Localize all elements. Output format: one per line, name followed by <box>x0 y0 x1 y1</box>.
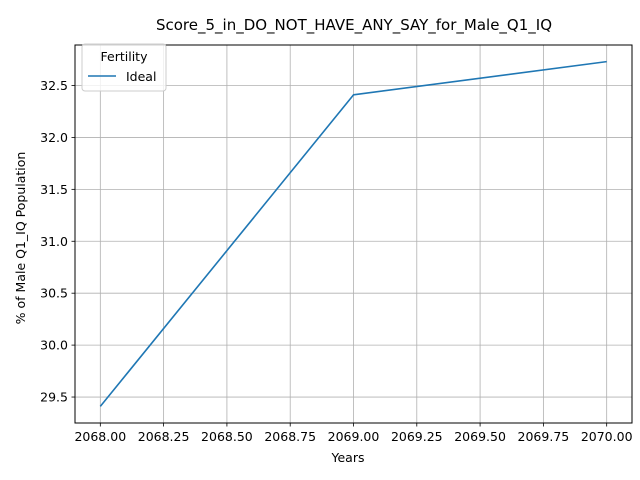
x-axis-ticks: 2068.00 2068.25 2068.50 2068.75 2069.00 2069.… <box>74 423 633 444</box>
y-tick-label: 32.0 <box>40 130 68 145</box>
y-axis-label: % of Male Q1_IQ Population <box>13 152 28 325</box>
y-tick-label: 31.0 <box>40 234 68 249</box>
x-tick-label: 2068.25 <box>138 429 190 444</box>
x-tick-label: 2070.00 <box>581 429 633 444</box>
chart-title: Score_5_in_DO_NOT_HAVE_ANY_SAY_for_Male_… <box>156 16 552 35</box>
x-tick-label: 2068.75 <box>264 429 316 444</box>
legend-box <box>81 43 167 92</box>
series-line-ideal <box>99 60 607 407</box>
y-tick-label: 29.5 <box>40 390 68 405</box>
x-tick-label: 2068.00 <box>74 429 126 444</box>
grid <box>75 45 632 423</box>
y-tick-label: 32.5 <box>40 78 68 93</box>
y-tick-label: 31.5 <box>40 182 68 197</box>
legend: Fertility Ideal <box>81 43 167 92</box>
x-tick-label: 2069.50 <box>454 429 506 444</box>
series-layer <box>99 60 607 407</box>
legend-label-ideal: Ideal <box>126 69 156 84</box>
x-tick-label: 2069.25 <box>391 429 443 444</box>
x-axis-label: Years <box>331 450 365 465</box>
y-axis-ticks: 29.5 30.0 30.5 31.0 31.5 32.0 32.5 <box>40 78 75 405</box>
x-tick-label: 2068.50 <box>201 429 253 444</box>
y-tick-label: 30.5 <box>40 286 68 301</box>
x-tick-label: 2069.75 <box>518 429 570 444</box>
x-tick-label: 2069.00 <box>328 429 380 444</box>
legend-title: Fertility <box>101 49 149 64</box>
y-tick-label: 30.0 <box>40 338 68 353</box>
